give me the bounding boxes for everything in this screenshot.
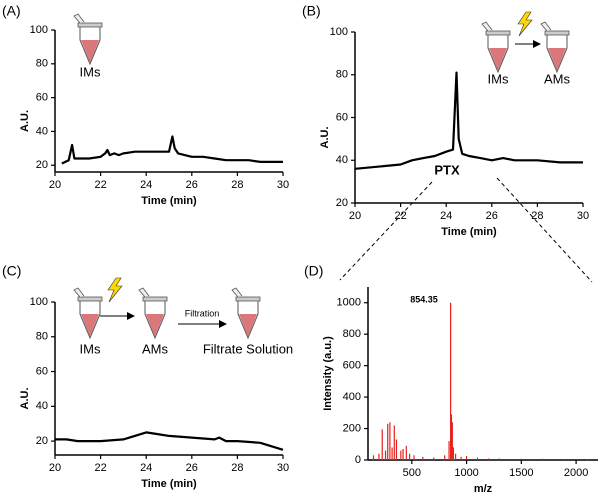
x-axis-title: m/z — [474, 483, 493, 495]
tube-icon — [231, 287, 261, 339]
panel-label: (A) — [2, 3, 21, 19]
x-tick-label: 30 — [577, 210, 589, 222]
x-tick-label: 1500 — [509, 467, 533, 479]
x-tick-label: 26 — [186, 179, 198, 191]
panel-label: (C) — [2, 263, 21, 279]
x-tick-label: 1000 — [454, 467, 478, 479]
annotation: AMs — [544, 71, 571, 86]
annotation: IMs — [80, 64, 101, 79]
y-tick-label: 80 — [36, 58, 48, 70]
x-tick-label: 500 — [403, 467, 421, 479]
y-tick-label: 60 — [36, 92, 48, 104]
annotation: Filtration — [185, 308, 220, 318]
x-tick-label: 24 — [440, 210, 452, 222]
y-tick-label: 100 — [30, 24, 48, 36]
light-icon — [107, 277, 123, 303]
annotation: IMs — [80, 341, 101, 356]
y-axis-title: A.U. — [19, 110, 31, 132]
tube-icon — [138, 287, 168, 339]
x-tick-label: 2000 — [564, 467, 588, 479]
x-tick-label: 30 — [277, 179, 289, 191]
annotation: IMs — [488, 71, 509, 86]
y-tick-label: 40 — [36, 400, 48, 412]
tube-icon — [73, 13, 103, 65]
annotation: PTX — [434, 162, 460, 177]
x-tick-label: 24 — [140, 462, 152, 474]
y-tick-label: 20 — [336, 197, 348, 209]
y-tick-label: 100 — [30, 296, 48, 308]
x-tick-label: 22 — [94, 179, 106, 191]
y-axis-title: Intensity (a.u.) — [322, 336, 334, 411]
x-tick-label: 28 — [531, 210, 543, 222]
x-tick-label: 20 — [49, 179, 61, 191]
tube-icon — [481, 21, 511, 73]
y-tick-label: 20 — [36, 435, 48, 447]
y-tick-label: 0 — [355, 454, 361, 466]
tube-icon — [540, 21, 570, 73]
y-tick-label: 60 — [36, 365, 48, 377]
y-tick-label: 400 — [343, 391, 361, 403]
x-tick-label: 22 — [94, 462, 106, 474]
x-tick-label: 26 — [486, 210, 498, 222]
panel-label: (B) — [302, 3, 321, 19]
zoom-line — [339, 181, 433, 281]
tube-icon — [73, 287, 103, 339]
y-axis-title: A.U. — [319, 127, 331, 149]
x-tick-label: 20 — [349, 210, 361, 222]
x-axis-title: Time (min) — [441, 226, 497, 238]
y-tick-label: 1000 — [337, 297, 361, 309]
y-tick-label: 80 — [336, 69, 348, 81]
y-tick-label: 100 — [330, 26, 348, 38]
line — [55, 431, 284, 451]
line — [354, 71, 583, 170]
annotation: Filtrate Solution — [203, 341, 293, 356]
line — [61, 135, 283, 165]
y-axis-title: A.U. — [19, 388, 31, 410]
zoom-line — [496, 177, 593, 283]
x-tick-label: 28 — [231, 179, 243, 191]
y-tick-label: 600 — [343, 360, 361, 372]
x-tick-label: 20 — [49, 462, 61, 474]
panel-label: (D) — [304, 263, 323, 279]
light-icon — [517, 11, 533, 37]
y-tick-label: 40 — [36, 125, 48, 137]
y-tick-label: 200 — [343, 422, 361, 434]
y-tick-label: 60 — [336, 111, 348, 123]
x-tick-label: 30 — [277, 462, 289, 474]
annotation: AMs — [142, 341, 169, 356]
x-axis-title: Time (min) — [141, 195, 197, 207]
y-tick-label: 40 — [336, 154, 348, 166]
y-tick-label: 800 — [343, 328, 361, 340]
x-tick-label: 24 — [140, 179, 152, 191]
y-tick-label: 80 — [36, 331, 48, 343]
annotation: 854.35 — [410, 294, 438, 304]
x-tick-label: 22 — [394, 210, 406, 222]
x-tick-label: 26 — [186, 462, 198, 474]
x-axis-title: Time (min) — [141, 478, 197, 490]
y-tick-label: 20 — [36, 159, 48, 171]
x-tick-label: 28 — [231, 462, 243, 474]
